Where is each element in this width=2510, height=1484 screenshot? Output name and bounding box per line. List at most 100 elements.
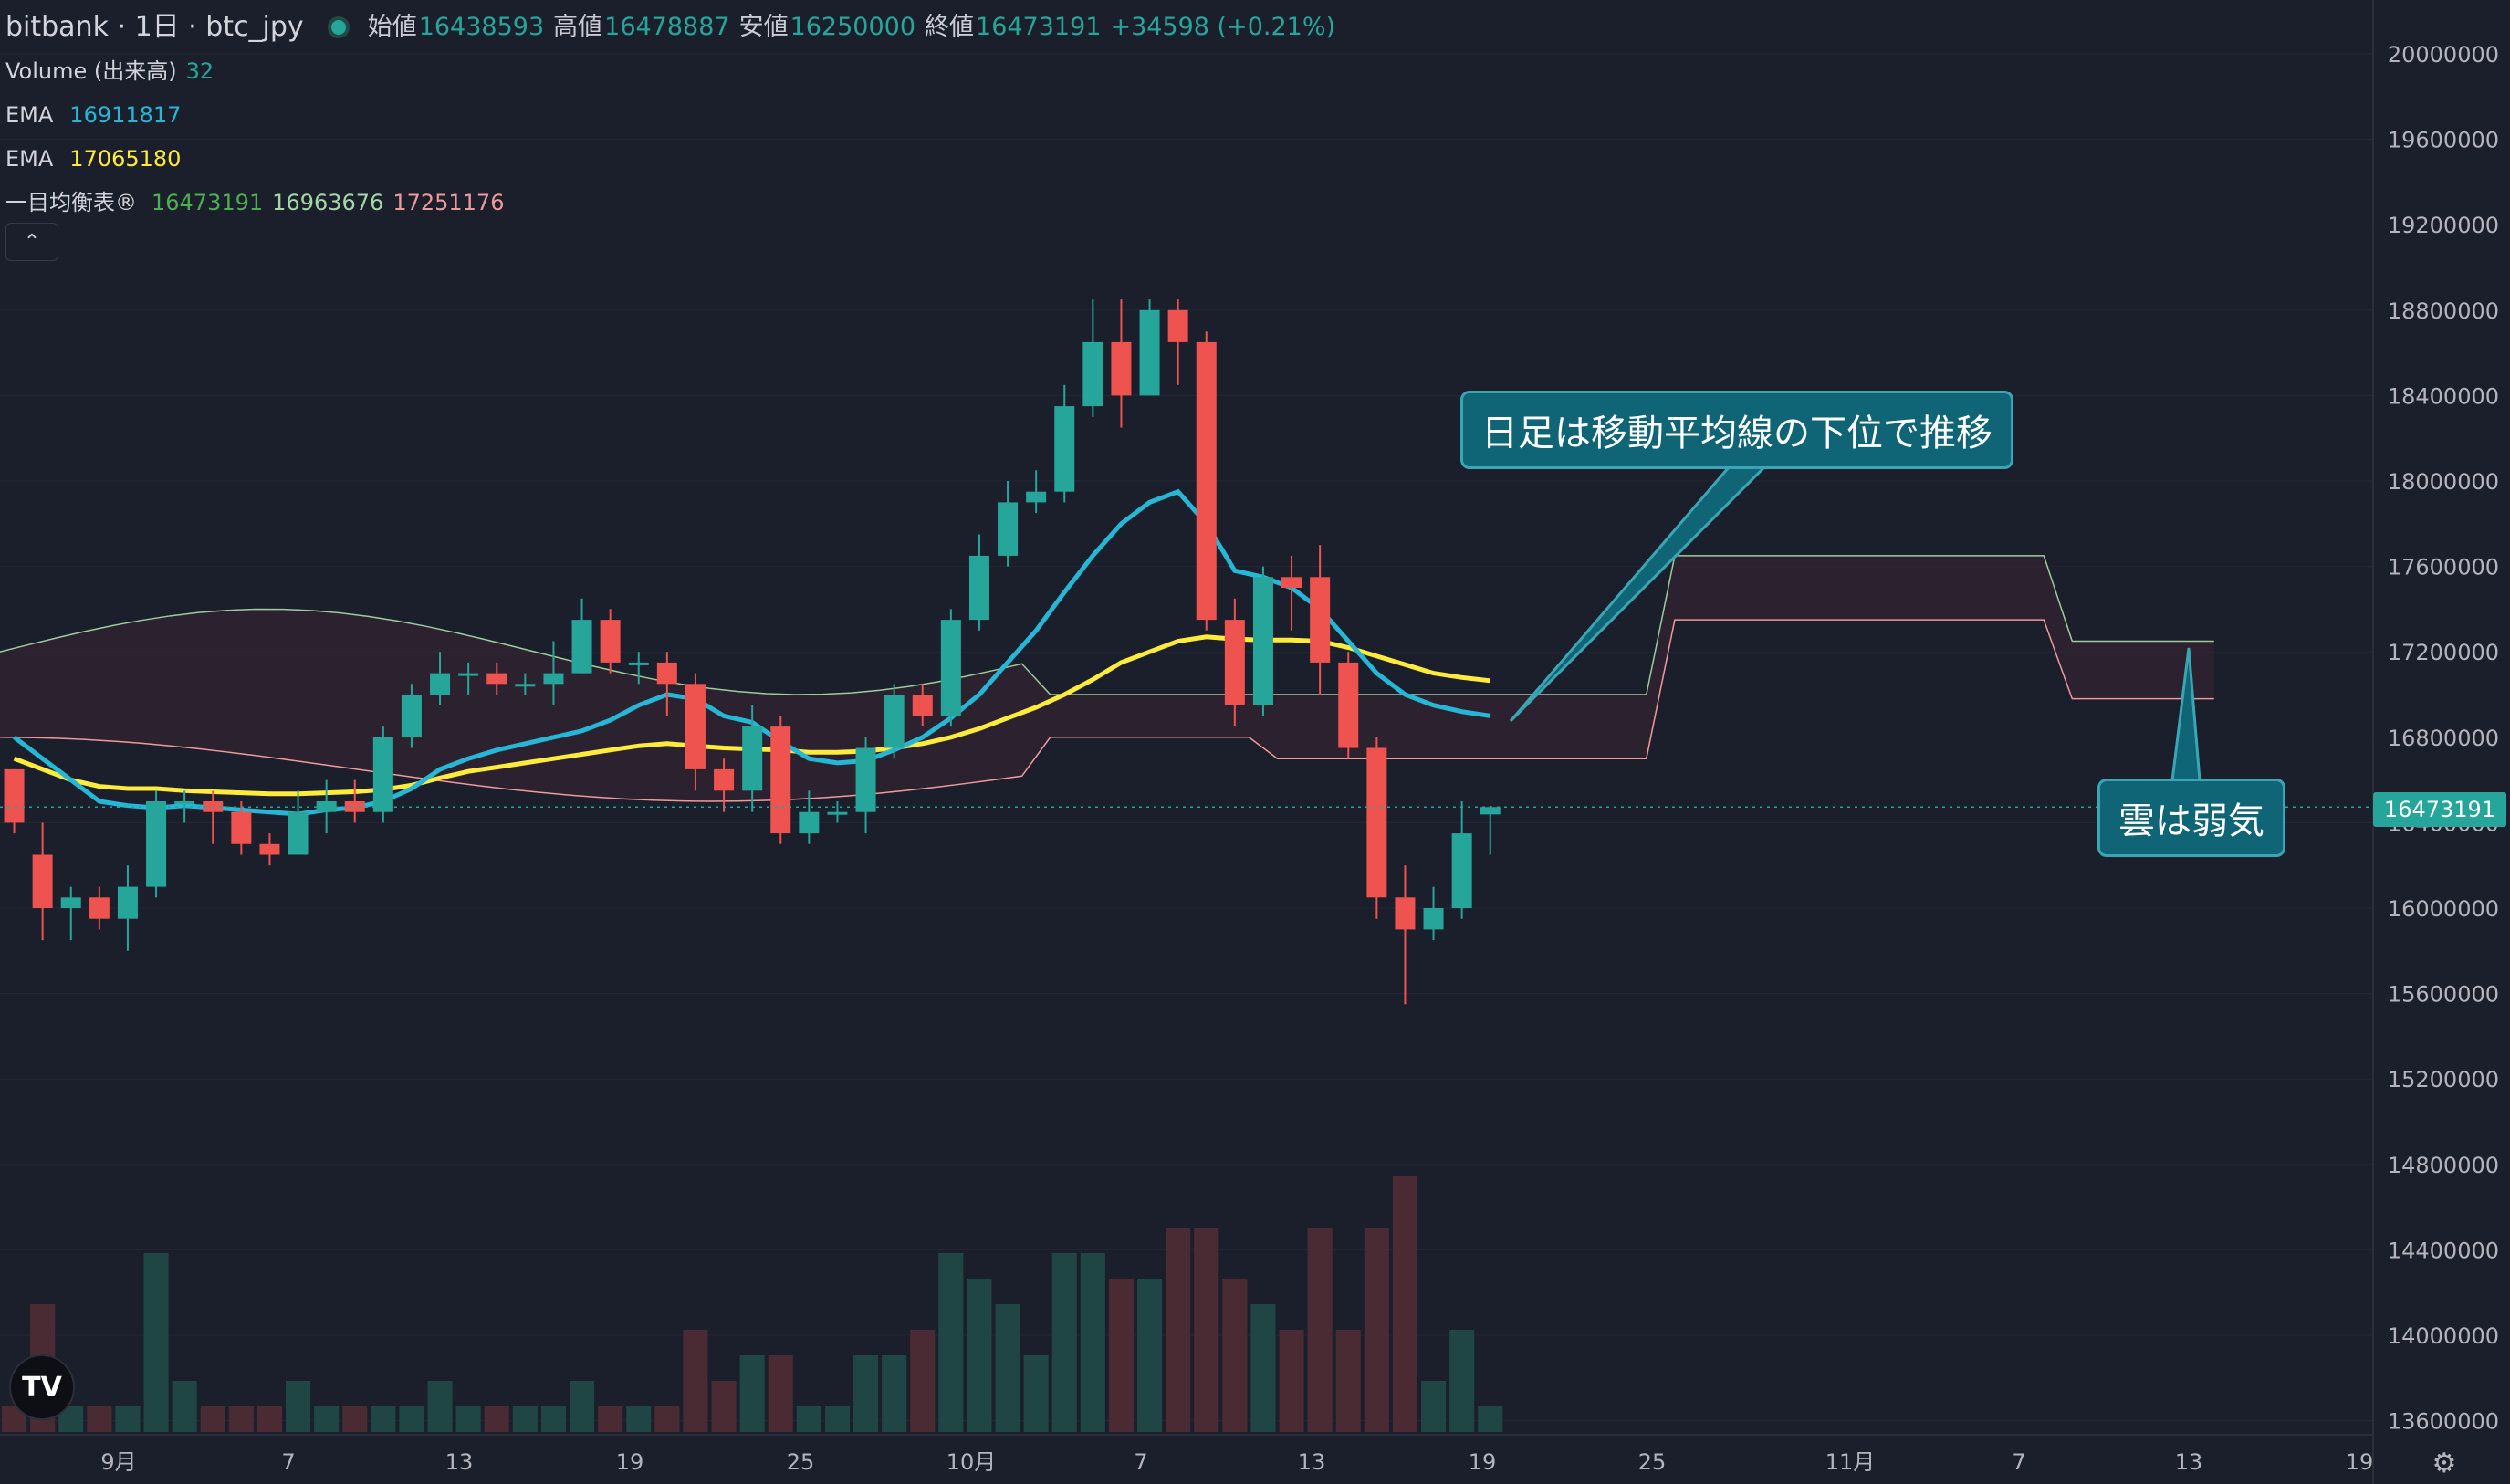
- volume-value: 32: [185, 58, 214, 84]
- volume-bar: [824, 1406, 850, 1432]
- volume-bar: [1307, 1228, 1333, 1432]
- y-tick-label: 14800000: [2388, 1153, 2499, 1178]
- market-status-icon: [327, 16, 350, 38]
- candle-body: [742, 726, 763, 791]
- x-tick-label: 13: [2175, 1449, 2203, 1475]
- ema2-label: EMA: [5, 146, 54, 172]
- y-tick-label: 18800000: [2388, 298, 2499, 324]
- chevron-up-icon: ⌃: [23, 230, 41, 254]
- candle-body: [884, 695, 905, 748]
- ema1-legend[interactable]: EMA 16911817: [5, 93, 1335, 137]
- y-tick-label: 18000000: [2388, 469, 2499, 495]
- ma-callout: 日足は移動平均線の下位で推移: [1460, 391, 2013, 469]
- ema2-value: 17065180: [69, 146, 182, 172]
- candle-body: [799, 811, 820, 834]
- x-tick-label: 7: [2012, 1449, 2025, 1475]
- volume-bar: [115, 1406, 141, 1432]
- candle-body: [288, 811, 309, 855]
- candle-body: [1366, 747, 1387, 898]
- cloud-callout-text: 雲は弱気: [2118, 800, 2264, 842]
- volume-bar: [484, 1406, 509, 1432]
- collapse-legend-button[interactable]: ⌃: [5, 223, 58, 261]
- candle-body: [174, 801, 195, 804]
- volume-bar: [1449, 1330, 1475, 1432]
- candle-body: [827, 811, 848, 815]
- x-tick-label: 25: [1638, 1449, 1667, 1475]
- candle-body: [1451, 833, 1472, 908]
- volume-bar: [256, 1406, 282, 1432]
- candle-body: [855, 747, 876, 812]
- ichimoku-legend[interactable]: 一目均衡表® 16473191 16963676 17251176: [5, 181, 1335, 225]
- candle-body: [1054, 406, 1075, 492]
- candle-body: [714, 768, 735, 791]
- volume-legend[interactable]: Volume (出来高) 32: [5, 49, 1335, 93]
- candle-body: [60, 897, 81, 908]
- candle-body: [656, 662, 677, 685]
- volume-bar: [314, 1406, 340, 1432]
- volume-bar: [739, 1355, 765, 1432]
- volume-bar: [1051, 1253, 1077, 1432]
- ichimoku-cloud: [0, 555, 2214, 801]
- candle-body: [117, 886, 138, 919]
- last-price-value: 16473191: [2383, 797, 2496, 822]
- volume-bar: [512, 1406, 538, 1432]
- x-tick-label: 19: [616, 1449, 644, 1475]
- candle-body: [685, 684, 706, 769]
- candle-body: [770, 726, 791, 834]
- candle-body: [372, 737, 393, 812]
- settings-gear-icon[interactable]: ⚙: [2432, 1447, 2457, 1479]
- tradingview-logo[interactable]: TV: [9, 1354, 75, 1420]
- ichimoku-value-3: 17251176: [392, 190, 505, 215]
- x-tick-label: 11月: [1825, 1449, 1876, 1475]
- volume-bar: [1392, 1176, 1417, 1432]
- y-tick-label: 19200000: [2388, 213, 2499, 238]
- symbol-row: bitbank · 1日 · btc_jpy 始値 16438593 高値 1647…: [5, 5, 1335, 49]
- volume-bar: [286, 1381, 311, 1432]
- volume-bar: [1364, 1228, 1389, 1432]
- candle-body: [1310, 577, 1331, 663]
- candle-body: [344, 801, 365, 812]
- volume-bar: [1194, 1228, 1219, 1432]
- volume-bar: [910, 1330, 936, 1432]
- candle-body: [146, 801, 167, 887]
- volume-bar: [1108, 1279, 1134, 1432]
- ema2-legend[interactable]: EMA 17065180: [5, 137, 1335, 181]
- volume-bar: [683, 1330, 708, 1432]
- y-tick-label: 15200000: [2388, 1067, 2499, 1092]
- volume-bar: [143, 1253, 169, 1432]
- cloud-callout: 雲は弱気: [2097, 779, 2285, 857]
- candle-body: [1395, 897, 1416, 930]
- x-tick-label: 13: [445, 1449, 474, 1475]
- candle-body: [1139, 309, 1160, 396]
- y-tick-label: 15600000: [2388, 982, 2499, 1008]
- candle-body: [231, 811, 252, 844]
- volume-bar: [1023, 1355, 1049, 1432]
- volume-bar: [1080, 1253, 1105, 1432]
- x-tick-label: 13: [1298, 1449, 1326, 1475]
- candle-body: [4, 768, 25, 823]
- candle-body: [1026, 491, 1047, 503]
- volume-bar: [626, 1406, 652, 1432]
- y-tick-label: 18400000: [2388, 383, 2499, 409]
- open-value: 16438593: [418, 13, 545, 41]
- close-value: 16473191: [976, 13, 1102, 41]
- volume-bar: [1279, 1330, 1304, 1432]
- volume-bar: [967, 1279, 992, 1432]
- y-tick-label: 16000000: [2388, 896, 2499, 922]
- volume-bar: [882, 1355, 907, 1432]
- volume-bar: [1222, 1279, 1248, 1432]
- candle-body: [458, 673, 479, 676]
- candle-body: [1480, 807, 1501, 815]
- volume-bar: [342, 1406, 368, 1432]
- x-tick-label: 10月: [946, 1449, 997, 1475]
- volume-bar: [172, 1381, 197, 1432]
- candle-body: [998, 502, 1019, 556]
- y-tick-label: 14000000: [2388, 1323, 2499, 1349]
- symbol-title[interactable]: bitbank · 1日 · btc_jpy: [5, 11, 304, 43]
- candle-body: [1281, 577, 1302, 588]
- y-tick-label: 19600000: [2388, 128, 2499, 153]
- low-value: 16250000: [790, 13, 916, 41]
- volume-bar: [1250, 1304, 1276, 1432]
- volume-bar: [768, 1355, 793, 1432]
